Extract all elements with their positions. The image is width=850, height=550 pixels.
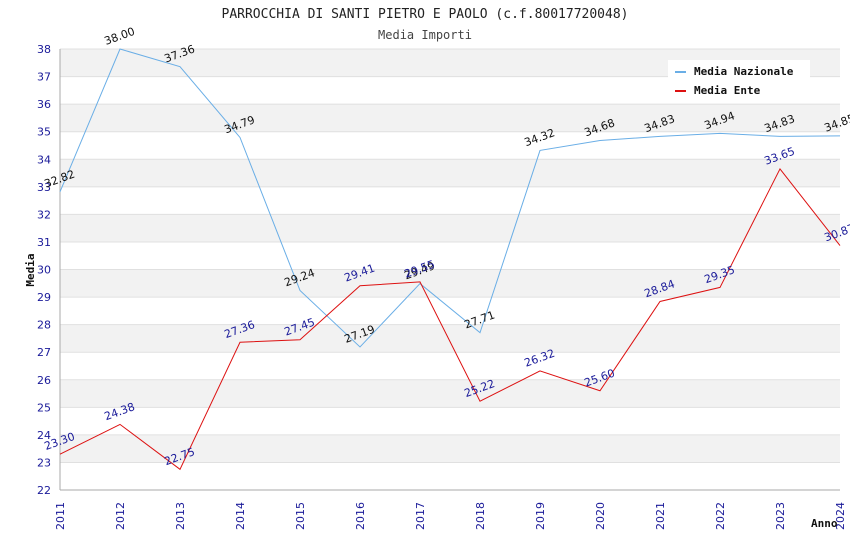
y-tick-label: 30 [37,264,51,277]
y-tick-label: 22 [37,484,51,497]
x-tick-labels: 2011 2012 2013 2014 2015 2016 2017 2018 2019 2020… [54,502,847,530]
grid-bands [60,49,840,490]
legend-box [668,60,810,102]
grid-band [60,104,840,132]
grid-band [60,131,840,160]
y-tick-label: 32 [37,208,51,221]
x-tick-label: 2021 [654,502,667,530]
grid-band [60,352,840,380]
y-tick-label: 27 [37,346,51,359]
grid-band [60,269,840,298]
y-tick-label: 37 [37,71,51,84]
x-axis-label: Anno [811,517,838,530]
data-label: 38.00 [103,25,137,48]
x-tick-label: 2016 [354,502,367,530]
y-tick-label: 29 [37,291,51,304]
x-tick-label: 2011 [54,502,67,530]
legend-label-media-ente: Media Ente [694,84,761,97]
x-tick-label: 2022 [714,502,727,530]
y-tick-label: 36 [37,98,51,111]
x-tick-label: 2018 [474,502,487,530]
grid-band [60,407,840,435]
grid-band [60,297,840,325]
grid-band [60,324,840,353]
grid-band [60,186,840,215]
x-tick-label: 2012 [114,502,127,530]
x-tick-label: 2013 [174,502,187,530]
x-tick-label: 2020 [594,502,607,530]
y-tick-label: 26 [37,374,51,387]
x-tick-label: 2024 [834,502,847,530]
grid-band [60,241,840,270]
legend-label-media-nazionale: Media Nazionale [694,65,794,78]
y-tick-label: 31 [37,236,51,249]
series-line-media-nazionale [59,48,841,348]
y-tick-label: 33 [37,181,51,194]
series-lines [59,48,841,471]
chart-subtitle: Media Importi [378,28,472,42]
grid-lines [60,48,840,491]
x-tick-label: 2014 [234,502,247,530]
x-tick-label: 2017 [414,502,427,530]
legend: Media Nazionale Media Ente [668,60,810,102]
x-tick-label: 2019 [534,502,547,530]
y-tick-label: 35 [37,126,51,139]
grid-band [60,159,840,187]
y-tick-label: 24 [37,429,51,442]
series-line-media-ente [59,167,841,471]
x-tick-label: 2023 [774,502,787,530]
y-axis-label: Media [24,253,37,286]
y-tick-label: 38 [37,43,51,56]
x-tick-label: 2015 [294,502,307,530]
y-tick-label: 28 [37,319,51,332]
grid-band [60,462,840,490]
y-tick-label: 25 [37,401,51,414]
grid-band [60,214,840,242]
y-tick-label: 34 [37,153,51,166]
grid-band [60,379,840,408]
chart-title: PARROCCHIA DI SANTI PIETRO E PAOLO (c.f.… [222,7,629,22]
y-tick-labels: 22 23 24 25 26 27 28 29 30 31 32 33 34 35 36 37 38 [37,43,51,497]
y-tick-label: 23 [37,456,51,469]
